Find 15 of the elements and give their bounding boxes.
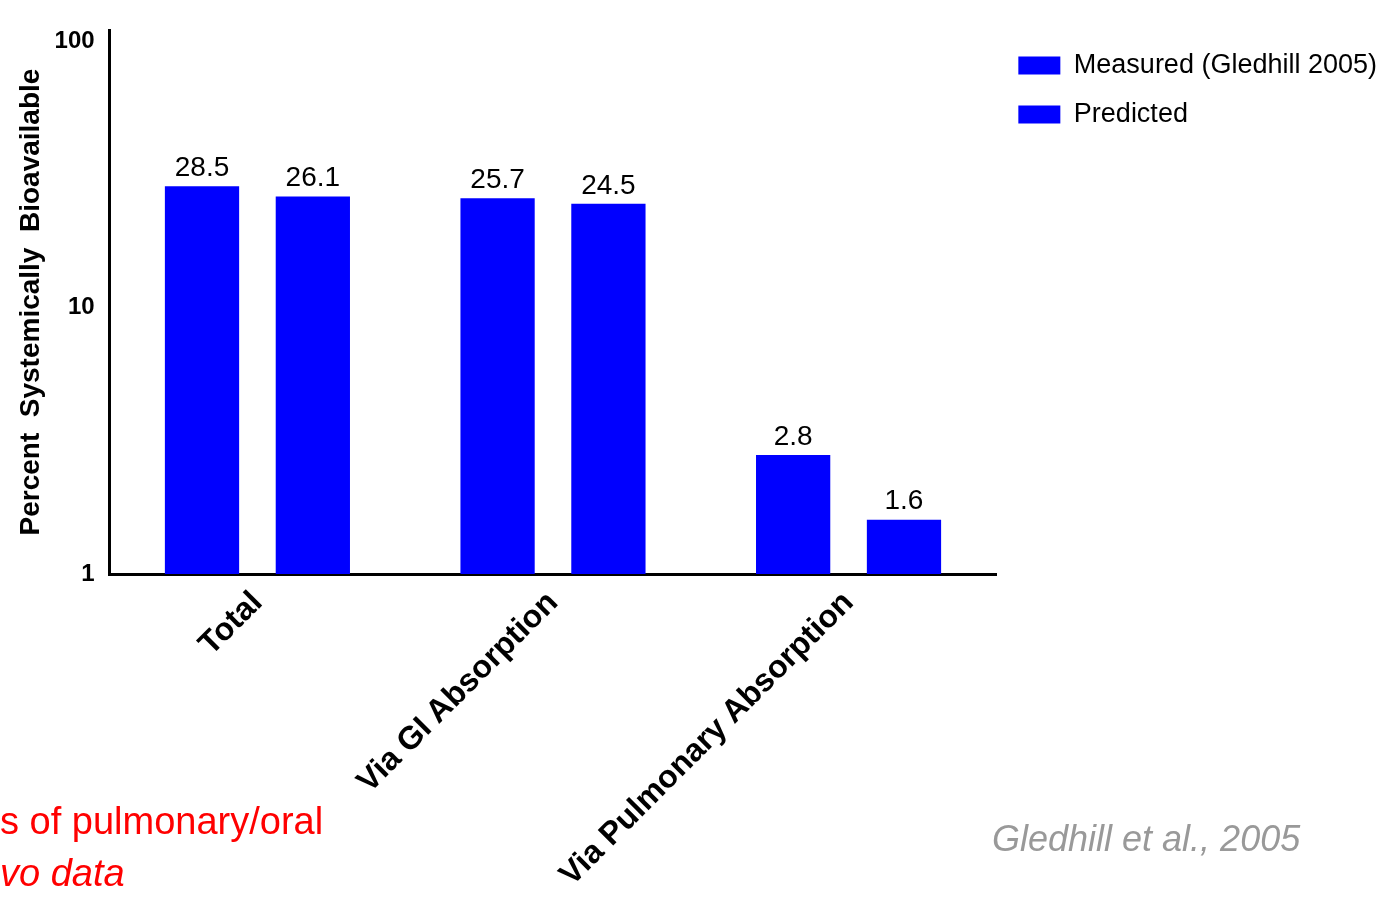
data-label: 2.8 — [773, 419, 813, 451]
data-label: 24.5 — [581, 168, 636, 200]
y-tick-label: 100 — [54, 25, 95, 53]
y-axis-title: Percent Systemically Bioavailable — [13, 68, 45, 536]
data-label: 25.7 — [470, 163, 525, 195]
text: vo data — [0, 852, 125, 895]
text: Gledhill et al., 2005 — [992, 818, 1301, 860]
y-tick-label: 1 — [81, 558, 95, 586]
data-label: 28.5 — [174, 151, 230, 183]
legend-label: Measured (Gledhill 2005) — [1073, 48, 1378, 79]
data-label: 26.1 — [285, 161, 341, 193]
data-label: 1.6 — [884, 484, 924, 516]
y-tick-label: 10 — [67, 292, 95, 320]
legend-label: Predicted — [1073, 97, 1188, 128]
text: s of pulmonary/oral — [0, 800, 324, 843]
